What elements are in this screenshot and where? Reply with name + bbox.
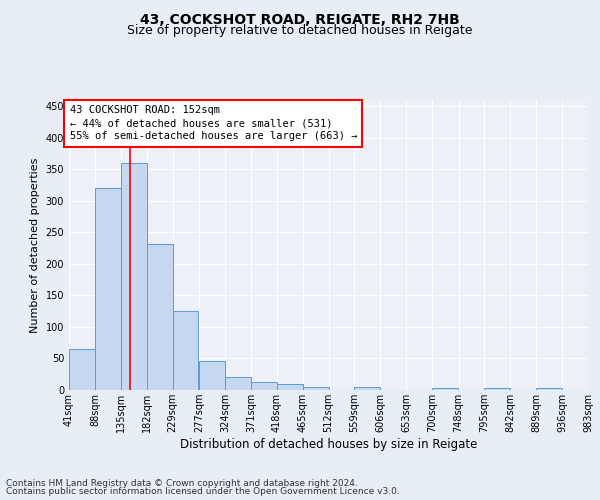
Bar (146, 244, 173, 390)
Text: 43 COCKSHOT ROAD: 152sqm
← 44% of detached houses are smaller (531)
55% of semi-: 43 COCKSHOT ROAD: 152sqm ← 44% of detach… (70, 105, 357, 142)
Bar (277, 384, 302, 390)
Bar (173, 310, 199, 390)
Bar (432, 388, 458, 390)
Bar (588, 388, 600, 390)
Bar (355, 388, 380, 390)
Bar (95, 188, 121, 390)
Text: Contains HM Land Registry data © Crown copyright and database right 2024.: Contains HM Land Registry data © Crown c… (6, 478, 358, 488)
Bar (302, 388, 329, 390)
Y-axis label: Number of detached properties: Number of detached properties (30, 158, 40, 332)
Bar (251, 382, 277, 390)
Bar (225, 377, 251, 390)
Bar (121, 163, 146, 390)
Text: Contains public sector information licensed under the Open Government Licence v3: Contains public sector information licen… (6, 487, 400, 496)
X-axis label: Distribution of detached houses by size in Reigate: Distribution of detached houses by size … (180, 438, 477, 451)
Bar (69, 349, 95, 390)
Bar (536, 388, 562, 390)
Text: Size of property relative to detached houses in Reigate: Size of property relative to detached ho… (127, 24, 473, 37)
Text: 43, COCKSHOT ROAD, REIGATE, RH2 7HB: 43, COCKSHOT ROAD, REIGATE, RH2 7HB (140, 12, 460, 26)
Bar (199, 361, 225, 390)
Bar (484, 388, 511, 390)
